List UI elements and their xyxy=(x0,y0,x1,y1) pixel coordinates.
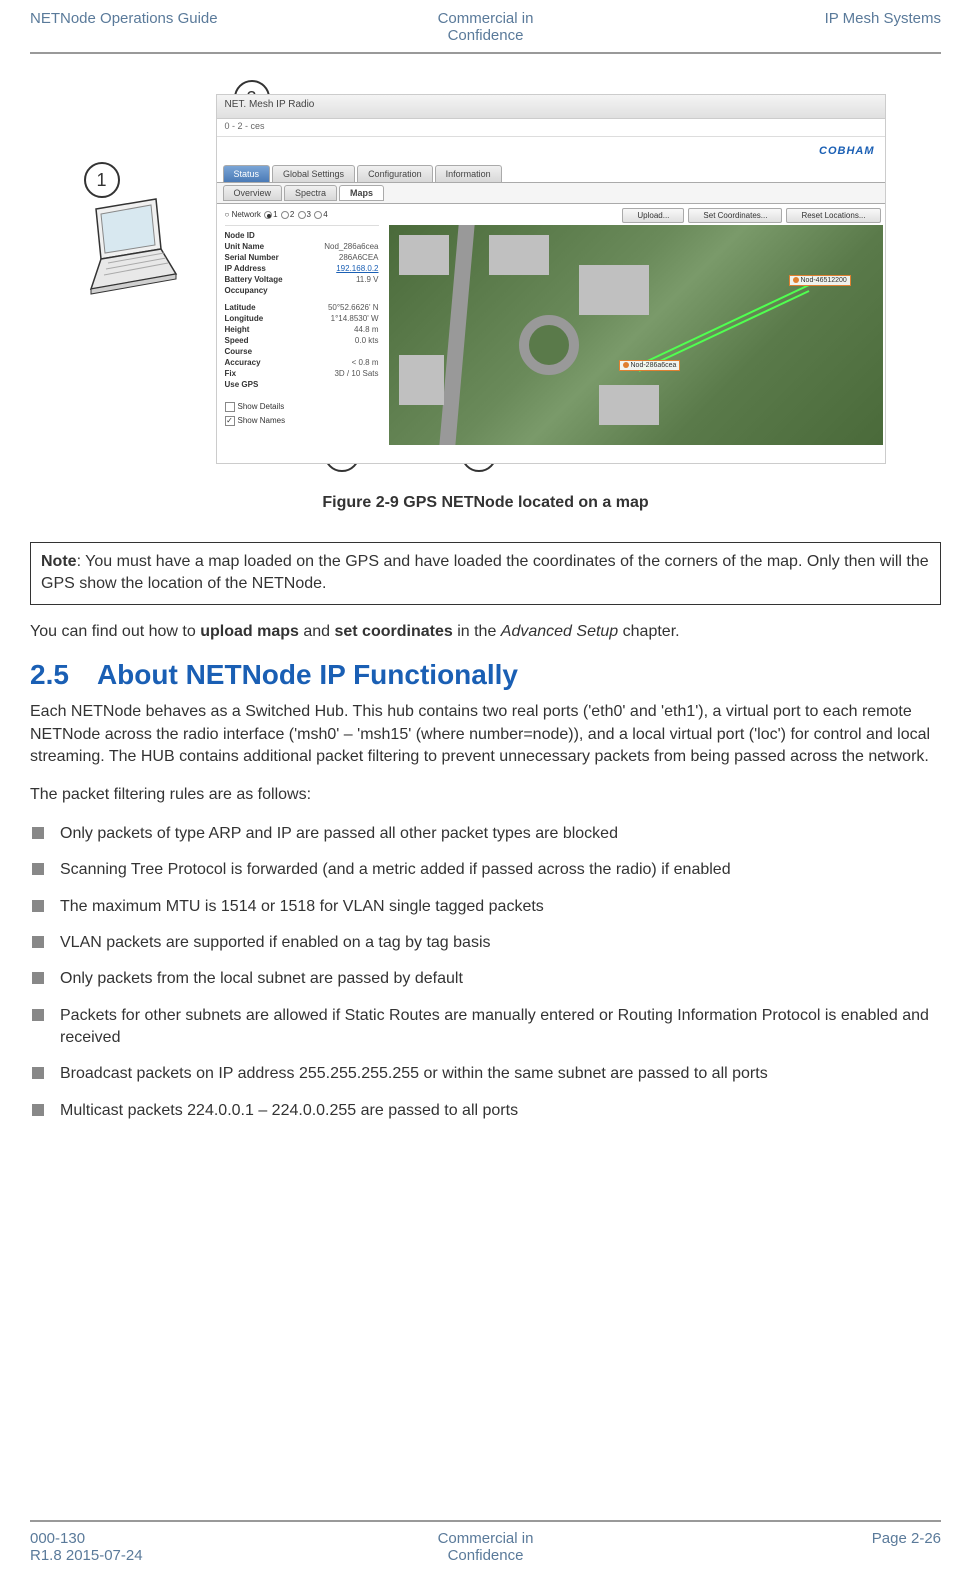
reset-locations-button[interactable]: Reset Locations... xyxy=(786,208,880,223)
figure-caption: Figure 2-9 GPS NETNode located on a map xyxy=(30,494,941,512)
header-right: IP Mesh Systems xyxy=(637,10,941,44)
section-number: 2.5 xyxy=(30,659,69,691)
info-course: Course xyxy=(225,346,379,357)
bullet-icon xyxy=(32,827,44,839)
radio-4-lbl: 4 xyxy=(323,210,327,219)
radio-1[interactable] xyxy=(264,211,272,219)
aerial-map[interactable]: Nod-46512200 Nod-286a6cea xyxy=(389,225,883,445)
bullet-icon xyxy=(32,972,44,984)
list-item: Packets for other subnets are allowed if… xyxy=(30,1005,941,1050)
subtab-maps[interactable]: Maps xyxy=(339,185,384,201)
footer-left: 000-130 R1.8 2015-07-24 xyxy=(30,1530,334,1564)
main-tabs: Status Global Settings Configuration Inf… xyxy=(217,165,885,182)
info-occupancy: Occupancy xyxy=(225,285,379,296)
check-show-details[interactable]: Show Details xyxy=(225,400,379,414)
radio-3-lbl: 3 xyxy=(307,210,311,219)
section-2-5-heading: 2.5 About NETNode IP Functionally xyxy=(30,659,941,691)
browser-titlebar: NET. Mesh IP Radio xyxy=(217,95,885,119)
header-center-l1: Commercial in xyxy=(438,10,534,27)
note-box: Note: You must have a map loaded on the … xyxy=(30,542,941,605)
bullet-icon xyxy=(32,1067,44,1079)
upload-button[interactable]: Upload... xyxy=(622,208,684,223)
footer-right: Page 2-26 xyxy=(637,1530,941,1564)
header-left: NETNode Operations Guide xyxy=(30,10,334,44)
info-node-id: Node ID xyxy=(225,230,379,241)
info-fix: Fix3D / 10 Sats xyxy=(225,368,379,379)
radio-4[interactable] xyxy=(314,211,322,219)
radio-3[interactable] xyxy=(298,211,306,219)
tab-status[interactable]: Status xyxy=(223,165,271,182)
subtab-spectra[interactable]: Spectra xyxy=(284,185,337,201)
map-node-2[interactable]: Nod-286a6cea xyxy=(619,360,681,371)
note-label: Note xyxy=(41,553,77,570)
para-hub-description: Each NETNode behaves as a Switched Hub. … xyxy=(30,701,941,768)
browser-addr-text: 0 - 2 - ces xyxy=(225,121,265,131)
info-height: Height44.8 m xyxy=(225,324,379,335)
bullet-icon xyxy=(32,900,44,912)
info-latitude: Latitude50°52.6626' N xyxy=(225,302,379,313)
app-header: COBHAM xyxy=(217,137,885,165)
tab-information[interactable]: Information xyxy=(435,165,502,182)
list-item: Only packets from the local subnet are p… xyxy=(30,968,941,990)
tab-global-settings[interactable]: Global Settings xyxy=(272,165,355,182)
browser-window: NET. Mesh IP Radio 0 - 2 - ces COBHAM St… xyxy=(216,94,886,464)
checkbox-icon: ✓ xyxy=(225,416,235,426)
note-text: : You must have a map loaded on the GPS … xyxy=(41,553,929,592)
bullet-icon xyxy=(32,1104,44,1116)
info-unit-name: Unit NameNod_286a6cea xyxy=(225,241,379,252)
checkbox-icon xyxy=(225,402,235,412)
cobham-logo: COBHAM xyxy=(819,145,875,157)
info-accuracy: Accuracy< 0.8 m xyxy=(225,357,379,368)
callout-1-num: 1 xyxy=(96,170,106,191)
page-header: NETNode Operations Guide Commercial in C… xyxy=(30,0,941,54)
tab-configuration[interactable]: Configuration xyxy=(357,165,433,182)
browser-title-text: NET. Mesh IP Radio xyxy=(225,99,315,110)
info-speed: Speed0.0 kts xyxy=(225,335,379,346)
laptop-icon xyxy=(66,194,186,304)
callout-1: 1 xyxy=(84,162,120,198)
sidebar-panel: ○ Network 1 2 3 4 Node ID Unit NameNod_2… xyxy=(217,204,387,454)
bullet-icon xyxy=(32,936,44,948)
list-item: Only packets of type ARP and IP are pass… xyxy=(30,823,941,845)
node-dot-icon xyxy=(793,277,799,283)
subtab-overview[interactable]: Overview xyxy=(223,185,283,201)
network-selector: ○ Network 1 2 3 4 xyxy=(225,208,379,226)
map-link-overlay xyxy=(389,225,883,445)
content-row: ○ Network 1 2 3 4 Node ID Unit NameNod_2… xyxy=(217,204,885,454)
info-serial: Serial Number286A6CEA xyxy=(225,252,379,263)
map-node-1[interactable]: Nod-46512200 xyxy=(789,275,851,286)
info-use-gps: Use GPS xyxy=(225,379,379,390)
figure-2-9: 1 2 3 4 5 NET. Mesh IP Radio 0 - 2 - ces… xyxy=(86,74,886,474)
sub-tabs: Overview Spectra Maps xyxy=(217,182,885,204)
map-panel: Upload... Set Coordinates... Reset Locat… xyxy=(389,206,883,452)
info-battery: Battery Voltage11.9 V xyxy=(225,274,379,285)
bullet-icon xyxy=(32,863,44,875)
list-item: Scanning Tree Protocol is forwarded (and… xyxy=(30,859,941,881)
header-center-l2: Confidence xyxy=(448,27,524,44)
browser-address-bar[interactable]: 0 - 2 - ces xyxy=(217,119,885,137)
set-coordinates-button[interactable]: Set Coordinates... xyxy=(688,208,782,223)
check-show-names[interactable]: ✓Show Names xyxy=(225,414,379,428)
header-center: Commercial in Confidence xyxy=(334,10,638,44)
map-buttons: Upload... Set Coordinates... Reset Locat… xyxy=(389,206,883,225)
radio-2[interactable] xyxy=(281,211,289,219)
network-label: ○ Network xyxy=(225,210,261,219)
info-longitude: Longitude1°14.8530' W xyxy=(225,313,379,324)
list-item: VLAN packets are supported if enabled on… xyxy=(30,932,941,954)
filter-rules-list: Only packets of type ARP and IP are pass… xyxy=(30,823,941,1123)
para-filter-intro: The packet filtering rules are as follow… xyxy=(30,784,941,806)
footer-center: Commercial in Confidence xyxy=(334,1530,638,1564)
info-ip: IP Address192.168.0.2 xyxy=(225,263,379,274)
para-upload-maps: You can find out how to upload maps and … xyxy=(30,621,941,643)
radio-2-lbl: 2 xyxy=(290,210,294,219)
list-item: Broadcast packets on IP address 255.255.… xyxy=(30,1063,941,1085)
list-item: Multicast packets 224.0.0.1 – 224.0.0.25… xyxy=(30,1100,941,1122)
bullet-icon xyxy=(32,1009,44,1021)
radio-1-lbl: 1 xyxy=(273,210,277,219)
section-title: About NETNode IP Functionally xyxy=(97,659,518,690)
node-dot-icon xyxy=(623,362,629,368)
page-footer: 000-130 R1.8 2015-07-24 Commercial in Co… xyxy=(30,1520,941,1564)
list-item: The maximum MTU is 1514 or 1518 for VLAN… xyxy=(30,896,941,918)
